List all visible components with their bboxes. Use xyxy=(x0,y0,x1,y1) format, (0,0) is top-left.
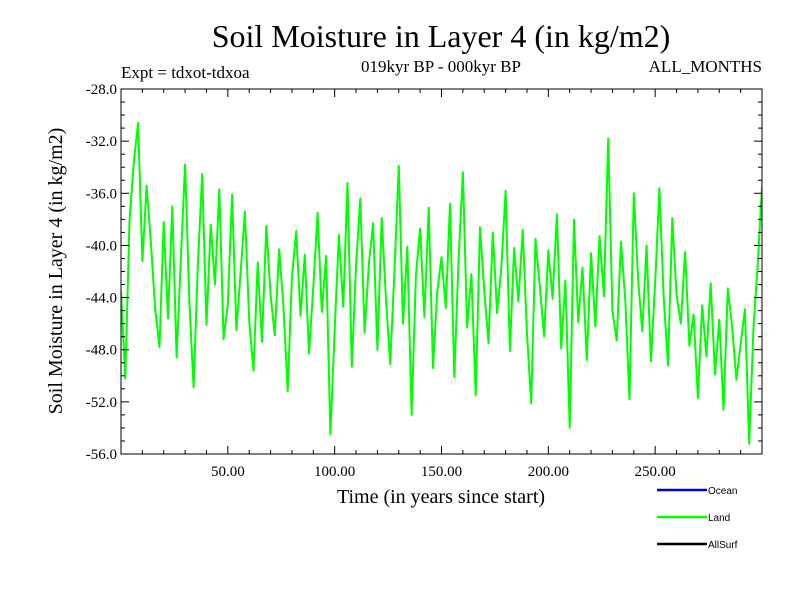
y-tick-label: -36.0 xyxy=(86,186,117,202)
x-tick-label: 200.00 xyxy=(528,464,569,480)
legend-label-allsurf: AllSurf xyxy=(708,540,738,551)
y-axis-label: Soil Moisture in Layer 4 (in kg/m2) xyxy=(45,128,67,415)
y-axis: -28.0 -32.0 -36.0 -40.0 -44.0 -48.0 -52.0 -56.0 xyxy=(86,82,762,463)
y-tick-label: -32.0 xyxy=(86,134,117,150)
y-tick-label: -56.0 xyxy=(86,447,117,463)
legend-label-land: Land xyxy=(708,513,730,524)
x-tick-label: 150.00 xyxy=(421,464,462,480)
y-tick-label: -40.0 xyxy=(86,238,117,254)
series-line-land xyxy=(121,121,762,445)
y-tick-label: -44.0 xyxy=(86,291,117,307)
y-tick-label: -48.0 xyxy=(86,343,117,359)
legend-label-ocean: Ocean xyxy=(708,486,737,497)
y-tick-label: -52.0 xyxy=(86,395,117,411)
months-label: ALL_MONTHS xyxy=(649,57,762,76)
period-label: 019kyr BP - 000kyr BP xyxy=(361,57,521,76)
x-tick-label: 100.00 xyxy=(314,464,355,480)
chart-title: Soil Moisture in Layer 4 (in kg/m2) xyxy=(212,18,671,54)
x-tick-label: 50.00 xyxy=(211,464,245,480)
series-layer xyxy=(121,121,762,445)
y-tick-label: -28.0 xyxy=(86,82,117,98)
x-axis: 50.00 100.00 150.00 200.00 250.00 xyxy=(120,89,763,480)
plot-area xyxy=(120,88,763,455)
x-axis-label: Time (in years since start) xyxy=(337,486,545,508)
legend: Ocean Land AllSurf xyxy=(657,486,738,551)
experiment-label: Expt = tdxot-tdxoa xyxy=(121,63,250,82)
plot-frame xyxy=(120,88,763,455)
x-tick-label: 250.00 xyxy=(635,464,676,480)
